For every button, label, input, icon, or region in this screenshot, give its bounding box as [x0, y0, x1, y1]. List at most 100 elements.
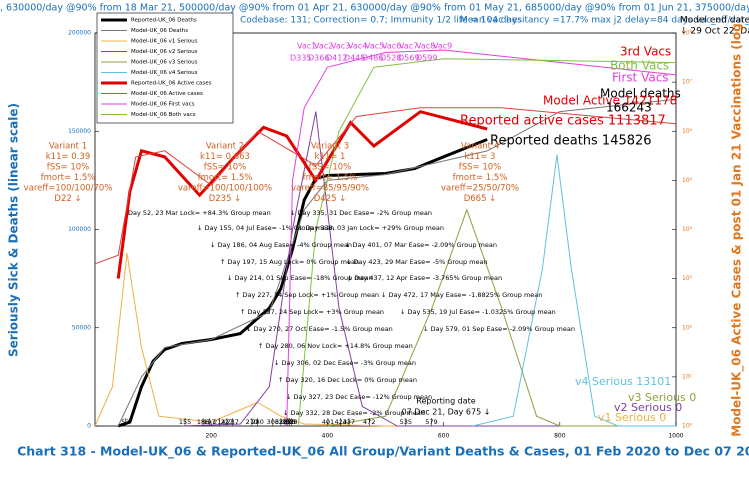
vac-name: Vac2	[314, 42, 333, 51]
y2-tick-label: 10⁷	[682, 79, 693, 86]
y2-tick-label: 10⁰	[682, 423, 693, 430]
event-day: 423	[335, 418, 347, 426]
group-note: ↓ Day 401, 07 Mar Ease= -2.09% Group mea…	[345, 241, 497, 249]
event-day: 472	[363, 418, 375, 426]
vac-note: Mean vac hesitancy =17.7% max j2 delay=8…	[460, 16, 749, 26]
legend-label: Model-UK_06 First vacs	[131, 102, 195, 108]
group-note: ↓ Day 306, 02 Dec Ease= -3% Group mean	[274, 359, 416, 367]
event-day: 270	[246, 418, 258, 426]
y2-tick-label: 10⁸	[682, 30, 693, 37]
vac-name: Vac3	[331, 42, 350, 51]
group-note: ↓ Day 535, 19 Jul Ease= -1.0325% Group m…	[400, 308, 556, 316]
variant-note: Variant 3	[311, 142, 349, 152]
variant-note: Variant 1	[49, 142, 87, 152]
series-line	[94, 253, 676, 427]
event-day: 320	[275, 418, 287, 426]
legend-box	[96, 12, 234, 124]
chart-title: Chart 318 - Model-UK_06 & Reported-UK_06…	[17, 444, 749, 460]
vac-name: Vac9	[433, 42, 452, 51]
variant-note: k11= 1	[315, 152, 346, 162]
variant-note: k11= 0.39	[46, 152, 91, 162]
group-note: ↓ Day 338, 03 Jan Lock= +29% Group mean	[298, 224, 444, 232]
group-note: ↑ Day 280, 06 Nov Lock= +14.8% Group mea…	[258, 342, 413, 350]
vac-day: D528	[380, 54, 401, 63]
event-day: 155	[179, 418, 191, 426]
end-label: Both Vacs	[610, 59, 669, 73]
group-note: ↑ Day 237, 24 Sep Lock= +3% Group mean	[240, 308, 384, 316]
event-day: 332	[282, 418, 294, 426]
group-note: ↓ Day 335, 31 Dec Ease= -2% Group mean	[290, 209, 432, 217]
variant-note: vareff=25/50/70%	[441, 184, 519, 194]
x-tick-label: 200	[205, 433, 217, 440]
group-note: ↑ Day 227, 14 Sep Lock= +1% Group mean	[235, 291, 379, 299]
variant-note: fmort= 1.5%	[41, 173, 96, 183]
event-day: 401	[322, 418, 334, 426]
variant-note: fSS= 10%	[459, 163, 502, 173]
end-label: Reported active cases 1113817	[460, 114, 666, 129]
event-day: 227	[221, 418, 233, 426]
y-axis-label: Seriously Sick & Deaths (linear scale)	[7, 103, 21, 357]
vac-day: D335	[290, 54, 311, 63]
vac-day: D412	[326, 54, 347, 63]
series-line	[116, 110, 488, 279]
group-note: ↓ Day 327, 23 Dec Ease= -12% Group mean	[286, 393, 432, 401]
end-label: Reported deaths 145826	[490, 134, 652, 149]
legend-label: Model-UK_06 Both vacs	[131, 112, 196, 118]
legend-label: Model-UK_06 v1 Serious	[131, 39, 198, 45]
series-line	[117, 98, 677, 427]
variant-note: k11= 3	[465, 152, 496, 162]
event-day: 437	[343, 418, 355, 426]
variant-note: fSS= 10%	[204, 163, 247, 173]
y-tick-label: 50000	[72, 324, 91, 331]
event-day: 280	[251, 418, 263, 426]
end-label: Model Active 1421178	[543, 94, 677, 108]
event-day: 306	[267, 418, 279, 426]
event-day: 579	[425, 418, 437, 426]
event-day: 535	[400, 418, 412, 426]
vac-name: Vac6	[382, 42, 401, 51]
group-note: ↓ Day 332, 28 Dec Ease= -2% Group mean	[283, 409, 425, 417]
series-line	[117, 138, 488, 428]
vac-name: Vac4	[348, 42, 367, 51]
group-note: Day 52, 23 Mar Lock= +84.3% Group mean	[128, 209, 271, 217]
vac-day: D486	[362, 54, 383, 63]
x-tick-label: 600	[438, 433, 450, 440]
end-label: v1 Serious 0	[598, 411, 666, 424]
legend-label: Model-UK_06 v4 Serious	[131, 70, 198, 76]
group-note: ↑ Day 197, 15 Aug Lock= 0% Group mean	[220, 258, 359, 266]
legend-label: Reported-UK_06 Active cases	[131, 81, 212, 87]
y-tick-label: 150000	[68, 128, 91, 135]
event-day: 197	[203, 418, 215, 426]
legend-label: Model-UK_06 v3 Serious	[131, 60, 198, 66]
end-label: v2 Serious 0	[614, 401, 682, 414]
x-tick-label: 800	[554, 433, 566, 440]
y2-tick-label: 10⁶	[682, 128, 693, 135]
variant-note: fmort= 1.5%	[303, 173, 358, 183]
group-note: ↓ Day 214, 01 Sep Ease= -18% Group mean	[227, 274, 373, 282]
y-tick-label: 100000	[68, 226, 91, 233]
banner: , 630000/day @90% from 18 Mar 21, 500000…	[0, 3, 749, 14]
group-note: ↓ Day 270, 27 Oct Ease= -1.5% Group mean	[246, 325, 393, 333]
event-day: 335	[283, 418, 295, 426]
series-line	[327, 208, 676, 427]
end-label: First Vacs	[612, 71, 669, 85]
variant-note: D22 ↓	[54, 194, 81, 204]
variant-note: Variant 4	[461, 142, 499, 152]
vac-day: D366	[308, 54, 329, 63]
end-label: v3 Serious 0	[628, 391, 696, 404]
end-label: 3rd Vacs	[620, 45, 671, 59]
reporting-date: 07 Dec 21, Day 675 ↓	[402, 408, 491, 417]
vac-name: Vac1	[297, 42, 316, 51]
vac-day: D569	[398, 54, 419, 63]
y2-tick-label: 10³	[682, 275, 693, 282]
series-line	[182, 111, 676, 427]
variant-note: fSS= 10%	[47, 163, 90, 173]
variant-note: D235 ↓	[209, 194, 242, 204]
group-note: ↑ Day 320, 16 Dec Lock= 0% Group mean	[278, 376, 417, 384]
vac-day: D599	[416, 54, 437, 63]
y2-axis-label: Model-UK_06 Active Cases & post 01 Jan 2…	[730, 23, 745, 437]
subtitle: Codebase: 131; Correction= 0.7; Immunity…	[240, 16, 522, 26]
event-day: 186	[197, 418, 209, 426]
variant-note: vareff=85/95/90%	[291, 184, 369, 194]
legend-label: Model-UK_06 Active cases	[131, 91, 203, 97]
